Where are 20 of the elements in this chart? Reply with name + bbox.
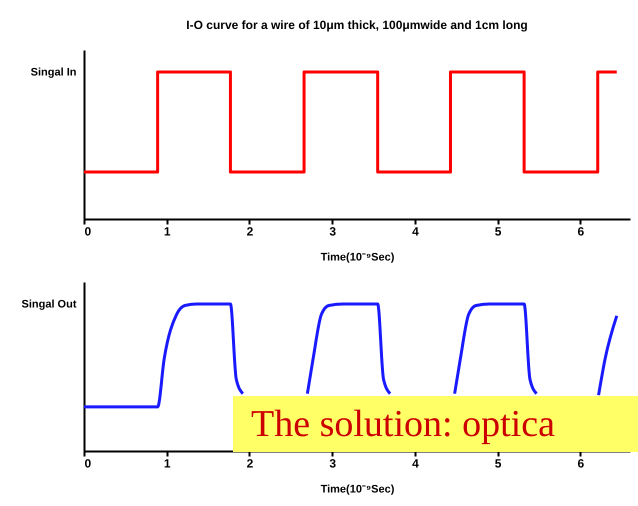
annotation: The solution: optica xyxy=(233,396,638,452)
chart-title: I-O curve for a wire of 10μm thick, 100μmwide and 1cm long xyxy=(186,18,528,32)
x-axis-title: Time(10⁻⁹Sec) xyxy=(320,252,395,264)
x-tick-label: 5 xyxy=(494,456,502,470)
x-tick-label: 5 xyxy=(494,224,502,238)
x-tick-label: 0 xyxy=(84,224,92,238)
x-tick-label: 2 xyxy=(246,224,254,238)
x-tick-label: 3 xyxy=(329,224,336,238)
x-tick-label: 1 xyxy=(164,456,171,470)
x-tick-label: 4 xyxy=(412,456,420,470)
x-tick-label: 2 xyxy=(246,456,254,470)
x-tick-label: 1 xyxy=(164,224,171,238)
x-tick-label: 0 xyxy=(84,456,92,470)
y-axis-title: Singal Out xyxy=(22,298,77,311)
x-tick-label: 4 xyxy=(412,224,420,238)
x-axis-title: Time(10⁻⁹Sec) xyxy=(320,484,395,496)
x-tick-label: 3 xyxy=(329,456,336,470)
x-tick-label: 6 xyxy=(578,224,585,238)
x-tick-label: 6 xyxy=(578,456,585,470)
y-axis-title: Singal In xyxy=(30,66,77,79)
